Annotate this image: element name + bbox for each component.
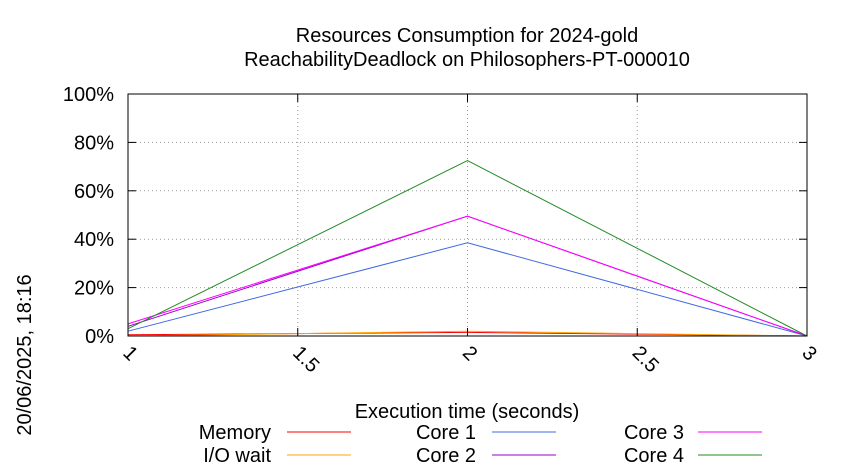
series-line-core-1 bbox=[127, 242, 808, 337]
series-line-core-3 bbox=[127, 215, 808, 337]
legend-label-i-o-wait: I/O wait bbox=[203, 445, 271, 467]
tick-labels: 0% 20% 40% 60% 80% 100% 1 1.5 2 2.5 3 bbox=[63, 84, 821, 377]
series-line-core-4 bbox=[127, 160, 808, 337]
legend-label-memory: Memory bbox=[199, 422, 271, 444]
legend-label-core-3: Core 3 bbox=[624, 422, 684, 444]
x-axis-label: Execution time (seconds) bbox=[355, 401, 580, 423]
grid bbox=[128, 94, 807, 336]
y-tick-label: 100% bbox=[63, 84, 114, 106]
x-tick-label: 2 bbox=[458, 342, 481, 365]
x-tick-label: 1 bbox=[118, 342, 141, 365]
x-tick-label: 1.5 bbox=[288, 342, 323, 377]
timestamp-label: 20/06/2025, 18:16 bbox=[14, 274, 36, 435]
x-tick-label: 2.5 bbox=[628, 342, 663, 377]
y-tick-label: 20% bbox=[74, 278, 114, 300]
chart-title: Resources Consumption for 2024-gold bbox=[296, 25, 638, 47]
y-tick-label: 40% bbox=[74, 229, 114, 251]
x-tick-label: 3 bbox=[797, 342, 820, 365]
y-tick-label: 0% bbox=[85, 326, 114, 348]
y-tick-label: 60% bbox=[74, 181, 114, 203]
legend-label-core-2: Core 2 bbox=[416, 445, 476, 467]
y-tick-label: 80% bbox=[74, 132, 114, 154]
ticks bbox=[127, 93, 808, 337]
legend-label-core-1: Core 1 bbox=[416, 422, 476, 444]
chart-subtitle: ReachabilityDeadlock on Philosophers-PT-… bbox=[244, 49, 690, 71]
legend-label-core-4: Core 4 bbox=[624, 445, 684, 467]
